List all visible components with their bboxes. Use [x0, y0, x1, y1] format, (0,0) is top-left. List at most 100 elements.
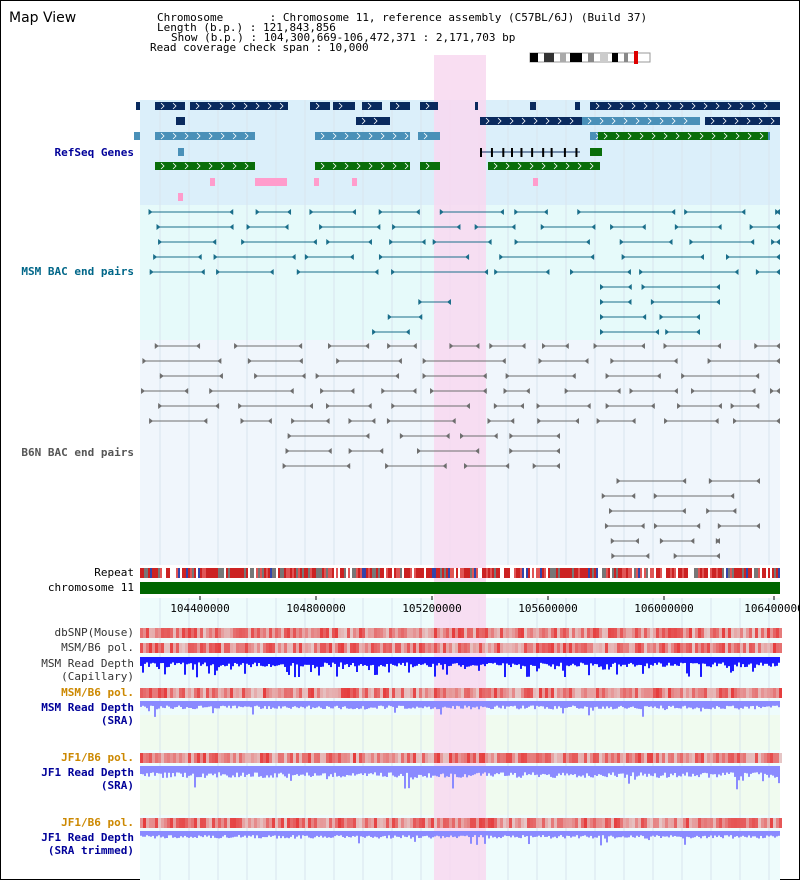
track-label-jf1-b6-pol-trimmed[interactable]: JF1/B6 pol. — [61, 816, 134, 829]
track-label-repeat[interactable]: Repeat — [94, 566, 134, 579]
repeat-element — [722, 568, 724, 578]
jf1-b6-pol-trimmed-heat-cell — [593, 818, 596, 828]
dbsnp-heat-cell — [437, 628, 440, 638]
jf1-depth-sra-bar — [548, 766, 550, 775]
gene-feature — [575, 102, 580, 110]
bac-end-marker — [601, 493, 606, 499]
repeat-element — [744, 568, 746, 578]
jf1-b6-pol-trimmed-heat-cell — [191, 818, 194, 828]
jf1-depth-trimmed-bar — [314, 831, 316, 838]
dbsnp-heat-cell — [338, 628, 341, 638]
msm-b6-pol-sra-heat-cell — [350, 688, 353, 698]
msm-depth-sra-bar — [172, 701, 174, 709]
msm-depth-capillary-bar — [492, 657, 494, 664]
jf1-depth-trimmed-bar — [262, 831, 264, 838]
track-label-msm-b6-pol[interactable]: MSM/B6 pol. — [61, 641, 134, 654]
track-label-jf1-b6-pol[interactable]: JF1/B6 pol. — [61, 751, 134, 764]
repeat-element — [246, 568, 248, 578]
msm-depth-capillary-bar — [190, 657, 192, 664]
jf1-depth-trimmed-bar — [760, 831, 762, 836]
repeat-element — [624, 568, 626, 578]
msm-b6-pol-heat-cell — [170, 643, 173, 653]
bac-end-marker — [564, 388, 569, 394]
jf1-depth-sra-bar — [226, 766, 228, 776]
msm-b6-pol-sra-heat-cell — [182, 688, 185, 698]
jf1-depth-trimmed-bar — [216, 831, 218, 839]
jf1-b6-pol-heat-cell — [485, 753, 488, 763]
msm-depth-sra-bar — [590, 701, 592, 708]
msm-b6-pol-sra-heat-cell — [590, 688, 593, 698]
msm-depth-sra-bar — [402, 701, 404, 706]
msm-b6-pol-sra-heat-cell — [515, 688, 518, 698]
jf1-depth-trimmed-bar — [286, 831, 288, 838]
jf1-depth-sra-bar — [760, 766, 762, 773]
dbsnp-heat-cell — [284, 628, 287, 638]
jf1-b6-pol-heat-cell — [689, 753, 692, 763]
track-label-refseq[interactable]: RefSeq Genes — [54, 146, 134, 159]
msm-b6-pol-heat-cell — [551, 643, 554, 653]
jf1-depth-sra-bar — [744, 766, 746, 773]
jf1-depth-sra-bar — [220, 766, 222, 776]
jf1-b6-pol-trimmed-heat-cell — [404, 818, 407, 828]
msm-depth-sra-bar — [640, 701, 642, 710]
track-label-dbsnp[interactable]: dbSNP(Mouse) — [54, 626, 134, 639]
jf1-depth-sra-bar — [454, 766, 456, 775]
jf1-depth-sra-bar — [202, 766, 204, 774]
track-label-chromosome[interactable]: chromosome 11 — [47, 581, 134, 594]
jf1-depth-trimmed-bar — [296, 831, 298, 837]
msm-depth-capillary-bar — [616, 657, 618, 675]
jf1-b6-pol-heat-cell — [533, 753, 536, 763]
bac-end-marker — [430, 388, 435, 394]
msm-depth-sra-bar — [654, 701, 656, 707]
track-label-msm-b6-pol-sra[interactable]: MSM/B6 pol. — [61, 686, 134, 699]
msm-b6-pol-sra-heat-cell — [380, 688, 383, 698]
jf1-depth-trimmed-bar — [596, 831, 598, 838]
msm-b6-pol-heat-cell — [608, 643, 611, 653]
dbsnp-heat-cell — [230, 628, 233, 638]
msm-b6-pol-sra-heat-cell — [209, 688, 212, 698]
bac-end-marker — [484, 269, 489, 275]
jf1-depth-sra-bar — [166, 766, 168, 778]
jf1-b6-pol-trimmed-heat-cell — [506, 818, 509, 828]
track-label-jf1-depth-sra[interactable]: JF1 Read Depth (SRA) — [41, 766, 134, 792]
msm-b6-pol-heat-cell — [461, 643, 464, 653]
jf1-depth-sra-bar — [148, 766, 150, 777]
track-label-msm-bac[interactable]: MSM BAC end pairs — [21, 265, 134, 278]
track-label-b6n-bac[interactable]: B6N BAC end pairs — [21, 446, 134, 459]
msm-depth-sra-bar — [302, 701, 304, 708]
jf1-depth-trimmed-bar — [350, 831, 352, 838]
msm-depth-sra-bar — [548, 701, 550, 709]
bac-end-marker — [499, 209, 504, 215]
jf1-depth-trimmed-bar — [334, 831, 336, 837]
jf1-depth-sra-bar — [580, 766, 582, 777]
jf1-b6-pol-trimmed-heat-cell — [641, 818, 644, 828]
bac-end-marker — [289, 388, 294, 394]
jf1-b6-pol-trimmed-heat-cell — [350, 818, 353, 828]
jf1-depth-trimmed-bar — [682, 831, 684, 839]
msm-depth-sra-bar — [736, 701, 738, 709]
jf1-b6-pol-heat-cell — [395, 753, 398, 763]
bac-end-marker — [312, 239, 317, 245]
jf1-depth-sra-bar — [684, 766, 686, 776]
jf1-depth-sra-bar — [546, 766, 548, 776]
jf1-depth-sra-bar — [686, 766, 688, 773]
dbsnp-heat-cell — [434, 628, 437, 638]
msm-b6-pol-sra-heat-cell — [200, 688, 203, 698]
msm-depth-sra-bar — [370, 701, 372, 708]
msm-depth-sra-bar — [340, 701, 342, 710]
msm-b6-pol-heat-cell — [254, 643, 257, 653]
track-label-msm-depth-capillary[interactable]: MSM Read Depth (Capillary) — [41, 657, 134, 683]
jf1-depth-trimmed-bar — [492, 831, 494, 838]
msm-depth-sra-bar — [416, 701, 418, 707]
gene-arrow — [603, 132, 608, 140]
msm-b6-pol-heat-cell — [149, 643, 152, 653]
jf1-b6-pol-trimmed-heat-cell — [497, 818, 500, 828]
repeat-element — [178, 568, 180, 578]
jf1-b6-pol-heat-cell — [647, 753, 650, 763]
track-label-jf1-depth-trimmed[interactable]: JF1 Read Depth (SRA trimmed) — [41, 831, 134, 857]
bac-end-marker — [367, 239, 372, 245]
track-label-msm-depth-sra[interactable]: MSM Read Depth (SRA) — [41, 701, 134, 727]
jf1-depth-trimmed-bar — [368, 831, 370, 836]
jf1-depth-trimmed-bar — [402, 831, 404, 836]
